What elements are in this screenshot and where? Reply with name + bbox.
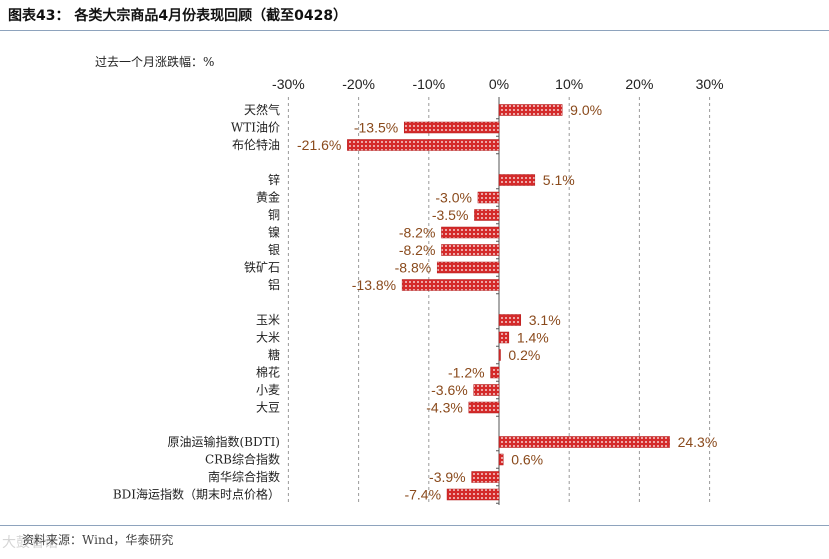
- category-label: 小麦: [256, 383, 280, 397]
- category-label: 镍: [268, 226, 280, 240]
- category-label: BDI海运指数（期末时点价格）: [113, 487, 280, 502]
- category-label: 铁矿石: [244, 261, 280, 275]
- data-label: -13.5%: [354, 120, 398, 136]
- data-label: 0.2%: [508, 347, 540, 363]
- category-label: 南华综合指数: [208, 469, 280, 484]
- x-tick-label: -10%: [412, 76, 445, 92]
- data-label: -7.4%: [404, 487, 441, 503]
- bar: [498, 174, 536, 186]
- category-label: 玉米: [256, 313, 280, 327]
- figure-title: 图表43： 各类大宗商品4月份表现回顾（截至0428）: [8, 8, 348, 24]
- bars: [347, 104, 670, 501]
- bar: [403, 121, 500, 134]
- data-label: -13.8%: [352, 277, 396, 293]
- x-tick-label: 10%: [555, 76, 583, 92]
- top-rule: [0, 30, 829, 31]
- bar: [477, 191, 500, 204]
- x-tick-label: 30%: [696, 76, 724, 92]
- bar: [498, 331, 510, 344]
- category-label: 糖: [268, 347, 280, 362]
- bar: [441, 244, 500, 256]
- source-note: 资料来源：Wind，华泰研究: [22, 533, 174, 547]
- data-label: 1.4%: [517, 330, 549, 346]
- data-label: 5.1%: [543, 172, 575, 188]
- bar: [347, 139, 500, 151]
- data-label: -3.6%: [431, 382, 468, 398]
- bottom-rule: [0, 525, 829, 526]
- data-label: 24.3%: [678, 434, 718, 450]
- category-label: 银: [268, 243, 280, 257]
- bar: [468, 401, 500, 414]
- category-label: 锌: [268, 173, 280, 187]
- category-label: 布伦特油: [232, 137, 280, 152]
- category-label: CRB综合指数: [205, 452, 280, 467]
- bar: [498, 436, 670, 448]
- data-label: -8.2%: [399, 225, 436, 241]
- bar: [474, 209, 500, 221]
- bar: [498, 349, 501, 361]
- bar: [490, 366, 500, 379]
- bar: [498, 453, 504, 466]
- x-tick-label: 0%: [489, 76, 509, 92]
- data-label: -8.2%: [399, 242, 436, 258]
- bar: [498, 104, 563, 116]
- chart-subtitle: 过去一个月涨跌幅：%: [95, 55, 215, 69]
- data-label: 0.6%: [511, 452, 543, 468]
- x-tick-label: 20%: [625, 76, 653, 92]
- bar: [498, 314, 522, 326]
- category-label: 黄金: [256, 190, 280, 205]
- bar: [441, 226, 500, 239]
- bar: [473, 384, 500, 396]
- data-label: 9.0%: [570, 102, 602, 118]
- bar: [446, 488, 500, 501]
- data-label: -4.3%: [426, 400, 463, 416]
- category-label: 铜: [268, 207, 280, 222]
- data-label: 3.1%: [529, 312, 561, 328]
- data-label: -3.0%: [435, 190, 472, 206]
- grid-lines: [287, 97, 711, 505]
- category-label: 大豆: [256, 401, 280, 415]
- x-tick-label: -30%: [272, 76, 305, 92]
- bar: [401, 279, 500, 291]
- bar: [471, 471, 500, 483]
- data-label: -21.6%: [297, 137, 341, 153]
- bar: [436, 261, 500, 274]
- data-label: -3.9%: [429, 469, 466, 485]
- category-label: 棉花: [256, 365, 280, 380]
- data-label: -8.8%: [395, 260, 432, 276]
- x-tick-label: -20%: [342, 76, 375, 92]
- category-label: 大米: [256, 331, 280, 345]
- category-label: 原油运输指数(BDTI): [167, 434, 280, 449]
- labels: 天然气 9.0% WTI油价 -13.5% 布伦特油 -21.6% 锌 5.1% 黄金 -3.0%…: [113, 102, 717, 503]
- category-label: 天然气: [244, 102, 280, 117]
- data-label: -1.2%: [448, 365, 485, 381]
- data-label: -3.5%: [432, 207, 469, 223]
- category-label: 铝: [268, 277, 280, 292]
- category-label: WTI油价: [231, 121, 280, 135]
- watermark: 大鼓看话: [2, 535, 58, 551]
